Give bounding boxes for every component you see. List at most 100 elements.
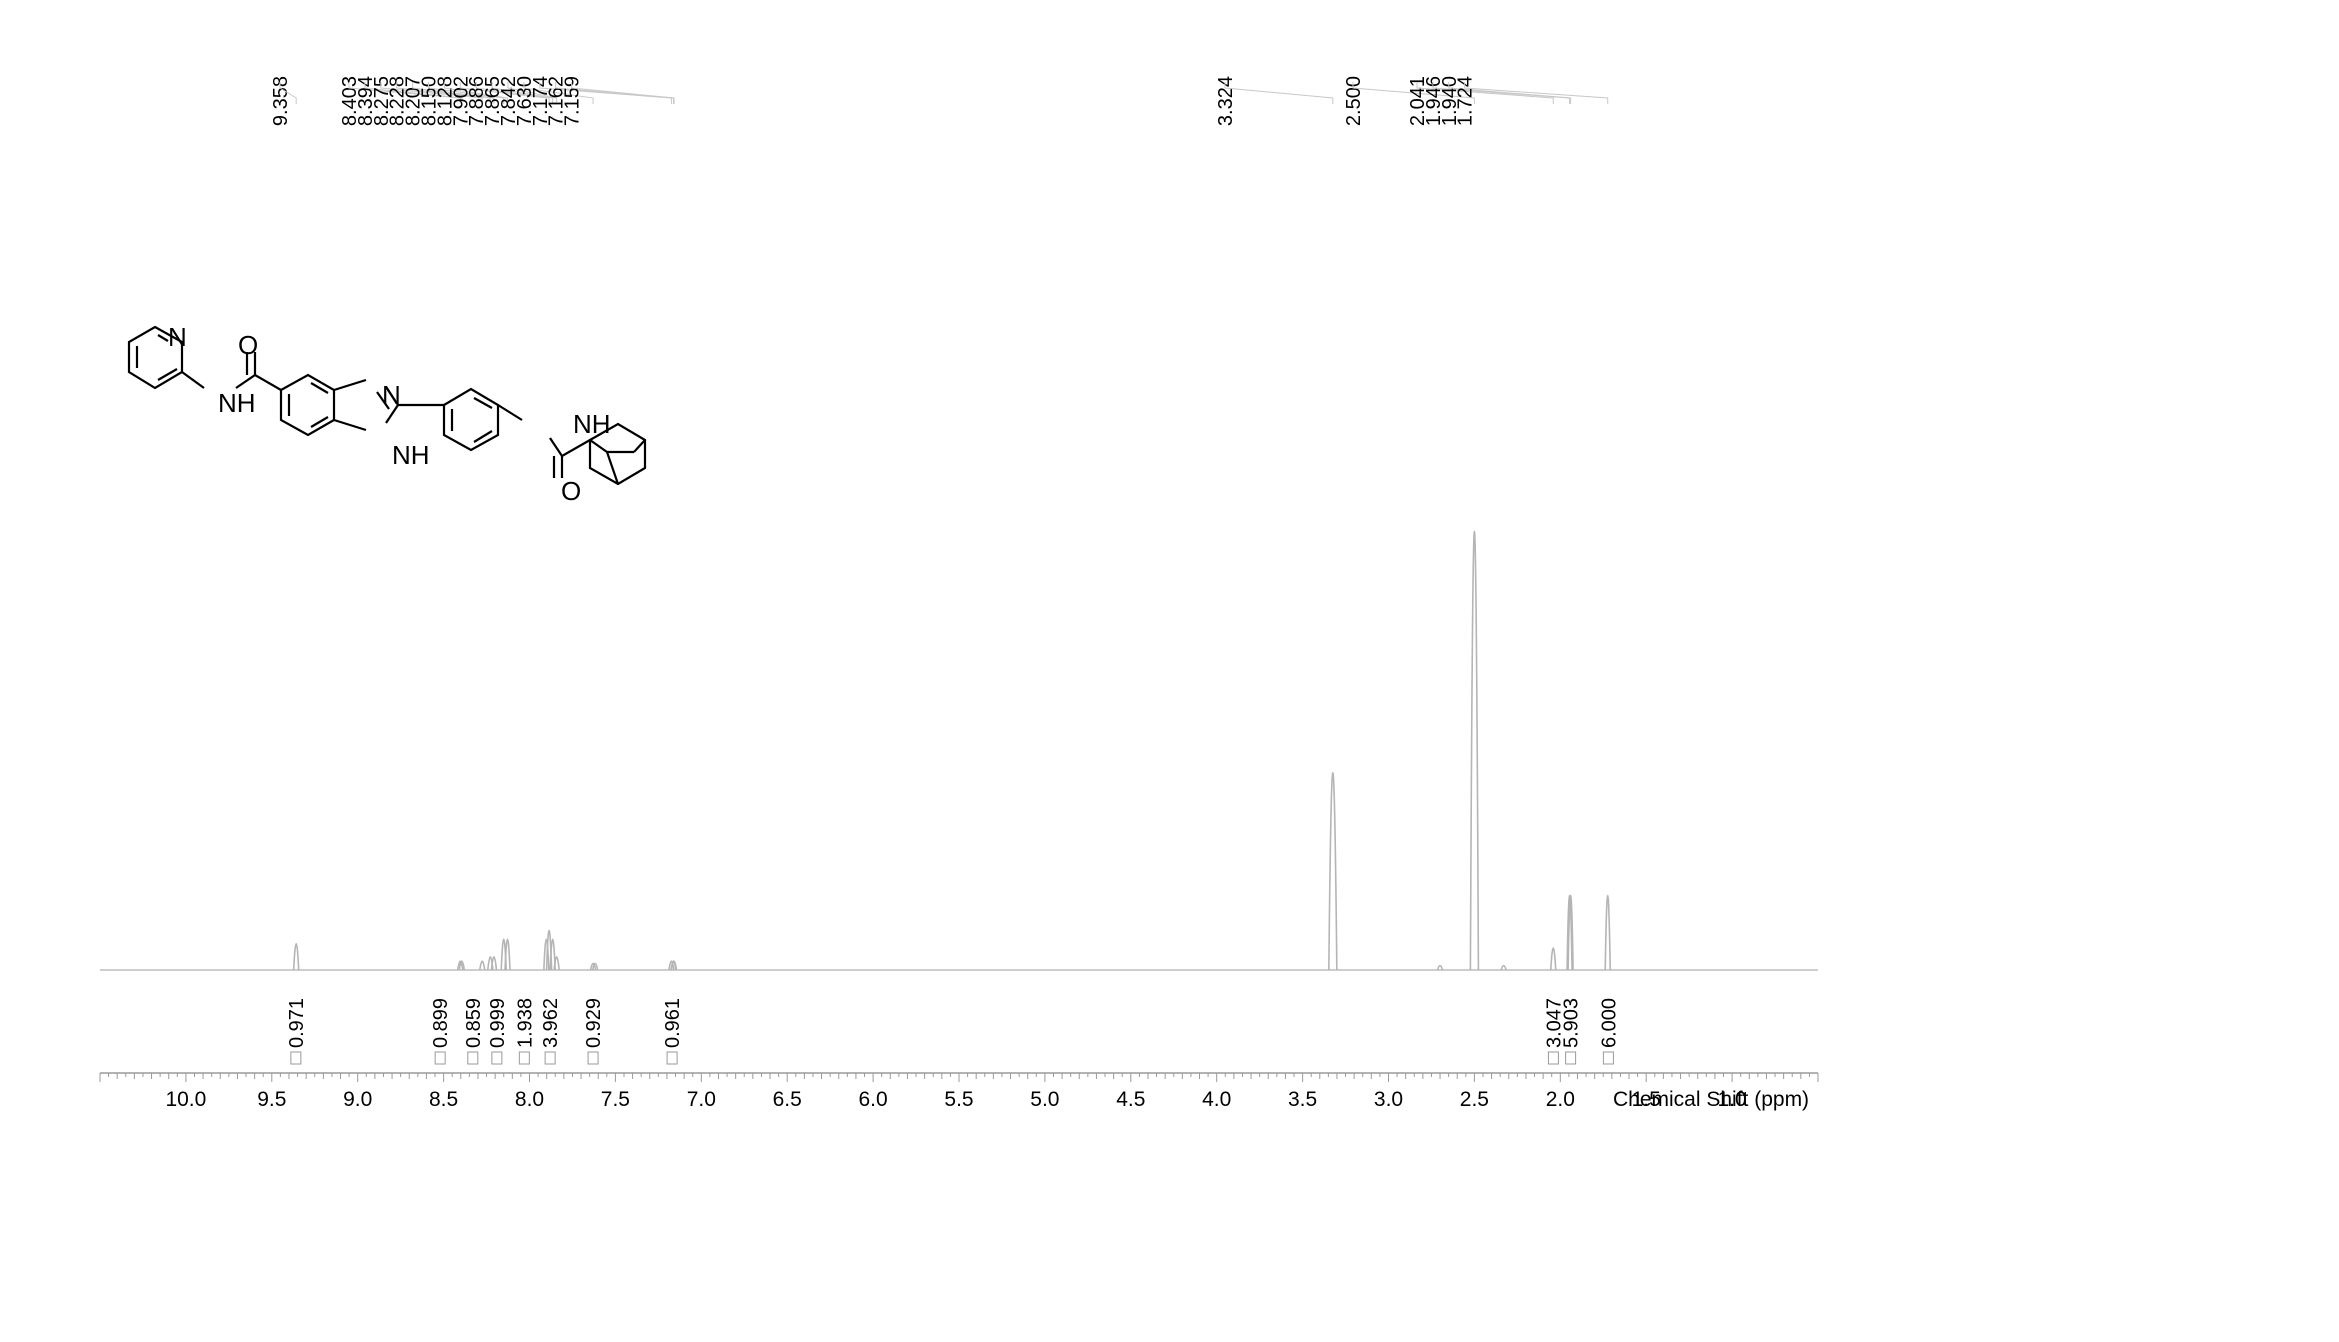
peak-label-leader — [364, 82, 463, 104]
peak-label-leader — [380, 82, 483, 104]
integral-label: 0.899 — [430, 998, 452, 1048]
spectrum-peak — [549, 938, 556, 971]
molecule-atom-n-pyridine: N — [168, 322, 187, 352]
peak-label: 3.324 — [1215, 76, 1237, 126]
peak-label-leader — [1448, 82, 1572, 104]
spectrum-peak — [1567, 894, 1574, 971]
molecule-atom-nh-imidazole: NH — [392, 440, 430, 470]
x-tick-label: 8.5 — [429, 1088, 458, 1111]
spectrum-peak — [1328, 771, 1338, 971]
peak-label-leader — [443, 82, 509, 104]
peak-label-leader — [1224, 82, 1334, 104]
peak-label-leader — [396, 82, 491, 104]
integral-bracket — [666, 1051, 678, 1065]
spectrum-peak — [1500, 964, 1507, 971]
molecule-atom-n-imidazole: N — [382, 380, 401, 410]
spectrum-peak — [1566, 894, 1573, 971]
integral-bracket — [1547, 1051, 1559, 1065]
molecule-atom-o-carbonyl: O — [238, 330, 258, 360]
integral-bracket — [434, 1051, 446, 1065]
spectrum-peak — [668, 960, 675, 971]
peak-label-leader — [412, 82, 495, 104]
integral-label: 5.903 — [1561, 998, 1583, 1048]
integral-label: 6.000 — [1598, 998, 1620, 1048]
spectrum-peak — [458, 960, 466, 971]
x-tick-label: 10.0 — [165, 1088, 206, 1111]
x-tick-label: 1.0 — [1717, 1088, 1746, 1111]
integral-label: 0.971 — [286, 998, 308, 1048]
integral-bracket — [290, 1051, 302, 1065]
peak-label-leader — [428, 82, 505, 104]
x-tick-label: 2.0 — [1546, 1088, 1575, 1111]
x-tick-label: 5.5 — [944, 1088, 973, 1111]
x-tick-label: 2.5 — [1460, 1088, 1489, 1111]
x-tick-label: 9.5 — [257, 1088, 286, 1111]
integral-bracket — [518, 1051, 530, 1065]
spectrum-peak — [1436, 964, 1444, 971]
peak-label: 1.724 — [1455, 76, 1477, 126]
spectrum-peak — [1604, 894, 1612, 971]
integral-bracket — [467, 1051, 479, 1065]
x-tick-label: 7.5 — [601, 1088, 630, 1111]
x-tick-label: 5.0 — [1030, 1088, 1059, 1111]
spectrum-peak — [543, 938, 550, 971]
spectrum-peak — [490, 956, 498, 971]
integral-label: 0.859 — [463, 998, 485, 1048]
molecule-atom-o-anilide: O — [561, 476, 581, 506]
molecule-atom-nh-amide: NH — [218, 388, 256, 418]
peak-label-leader — [1416, 82, 1554, 104]
x-tick-label: 3.0 — [1374, 1088, 1403, 1111]
peak-label-leader — [507, 82, 558, 104]
spectrum-peak — [456, 960, 464, 971]
peak-label-leader — [491, 82, 554, 104]
integral-bracket — [1565, 1051, 1577, 1065]
peak-label-leader — [475, 82, 550, 104]
integral-bracket — [491, 1051, 503, 1065]
spectrum-peak — [504, 938, 511, 971]
x-tick-label: 1.5 — [1632, 1088, 1661, 1111]
x-tick-label: 9.0 — [343, 1088, 372, 1111]
spectrum-peak — [591, 962, 599, 971]
spectrum-peak — [1469, 530, 1480, 971]
peak-label: 9.358 — [270, 76, 292, 126]
peak-label: 8.128 — [434, 76, 456, 126]
integral-label: 0.929 — [583, 998, 605, 1048]
spectrum-peak — [292, 943, 300, 971]
peak-label-leader — [523, 82, 594, 104]
x-tick-label: 6.5 — [773, 1088, 802, 1111]
molecule-atom-nh-anilide: NH — [573, 409, 611, 439]
peak-label-leader — [555, 82, 674, 104]
integral-label: 3.047 — [1543, 998, 1565, 1048]
peak-label: 2.500 — [1343, 76, 1365, 126]
x-tick-label: 4.0 — [1202, 1088, 1231, 1111]
integral-label: 1.938 — [514, 998, 536, 1048]
spectrum-peak — [1549, 947, 1557, 971]
integral-label: 0.961 — [662, 998, 684, 1048]
peak-label: 7.865 — [482, 76, 504, 126]
peak-label-leader — [348, 82, 461, 104]
integral-bracket — [544, 1051, 556, 1065]
x-tick-label: 4.5 — [1116, 1088, 1145, 1111]
peak-label: 7.159 — [562, 76, 584, 126]
spectrum-peak — [670, 960, 678, 971]
integral-bracket — [587, 1051, 599, 1065]
spectrum-peak — [553, 956, 560, 971]
peak-label-leader — [459, 82, 547, 104]
x-tick-label: 7.0 — [687, 1088, 716, 1111]
x-tick-label: 8.0 — [515, 1088, 544, 1111]
spectrum-peak — [478, 960, 486, 971]
peak-label-leader — [279, 82, 297, 104]
peak-label-leader — [539, 82, 672, 104]
integral-label: 3.962 — [540, 998, 562, 1048]
peak-label-leader — [1432, 82, 1571, 104]
spectrum-peak — [589, 962, 597, 971]
integral-label: 0.999 — [487, 998, 509, 1048]
x-axis-title: Chemical Shift (ppm) — [1613, 1088, 1809, 1111]
peak-label: 7.842 — [498, 76, 520, 126]
peak-label-leader — [1352, 82, 1475, 104]
peak-label-leader — [571, 82, 675, 104]
integral-bracket — [1602, 1051, 1614, 1065]
x-tick-label: 3.5 — [1288, 1088, 1317, 1111]
x-tick-label: 6.0 — [858, 1088, 887, 1111]
